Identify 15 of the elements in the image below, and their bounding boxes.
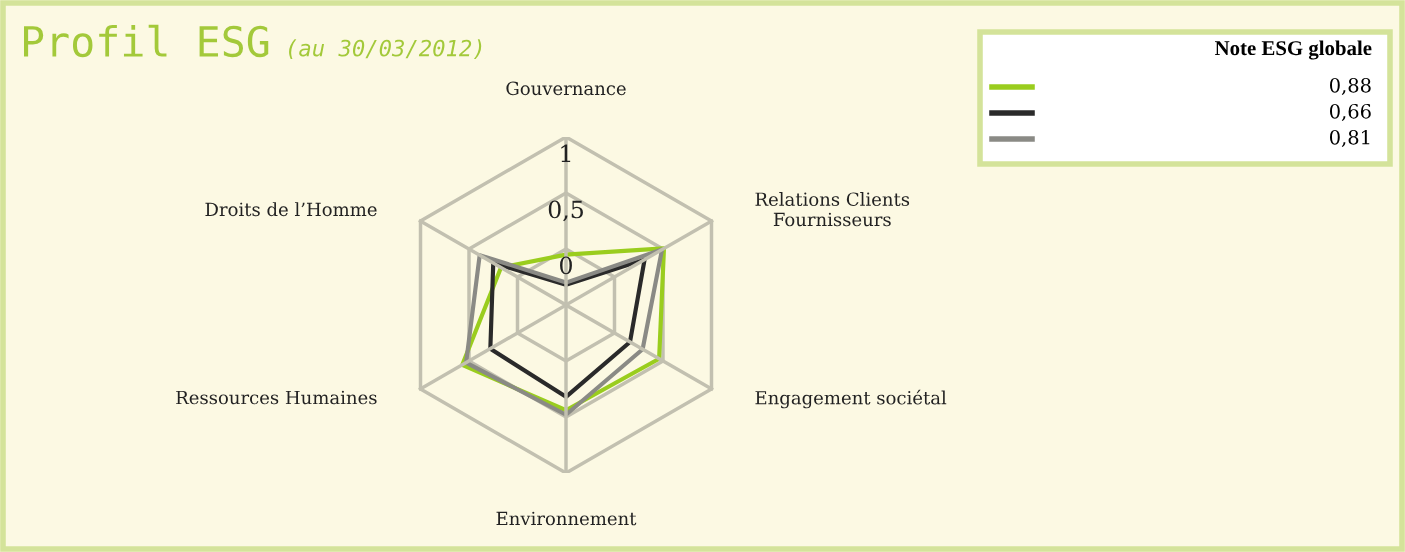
chart-title: Profil ESG xyxy=(24,24,269,58)
spoke-label: Engagement sociétal xyxy=(755,389,947,409)
spoke-label: Relations Clients Fournisseurs xyxy=(755,192,910,227)
text: 0,66 xyxy=(1329,103,1371,122)
legend-title: Note ESG globale xyxy=(1214,40,1372,60)
spoke-label: Gouvernance xyxy=(506,81,626,96)
text: 0,81 xyxy=(1329,129,1370,148)
spoke-label: Environnement xyxy=(496,511,637,526)
spoke-label: Droits de l’Homme xyxy=(205,202,377,217)
y-tick-label: 0 xyxy=(560,256,572,275)
spoke-label: Ressources Humaines xyxy=(176,390,377,405)
y-tick-label: 1 xyxy=(561,144,571,162)
y-tick-label: 0,5 xyxy=(548,200,583,222)
chart-subtitle: (au 30/03/2012) xyxy=(289,39,482,60)
text: 0,88 xyxy=(1329,77,1371,96)
